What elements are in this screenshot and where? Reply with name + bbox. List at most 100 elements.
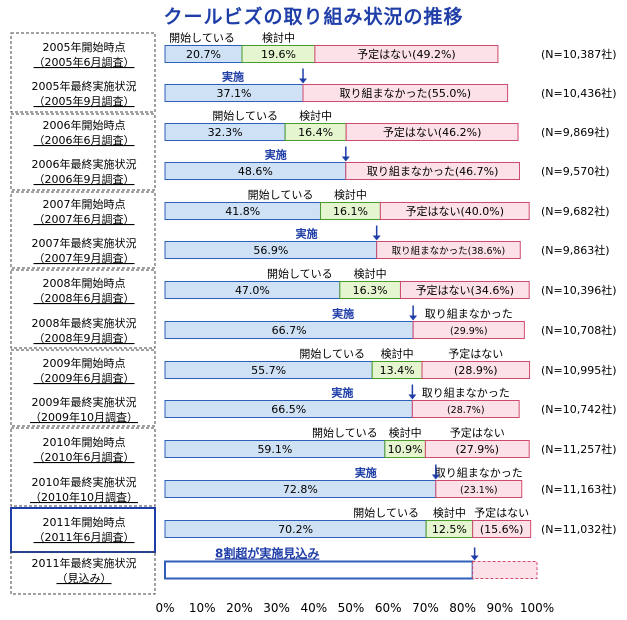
bar-value-not-done-11: (23.1%) xyxy=(460,485,498,496)
bar-value-started-2: 32.3% xyxy=(208,126,243,139)
sample-size-4: (N=9,682社) xyxy=(541,204,610,218)
row-label-8: 2009年開始時点 xyxy=(43,356,126,370)
bar-value-considering-8: 13.4% xyxy=(380,364,415,377)
bar-value-implemented-7: 66.7% xyxy=(272,324,307,337)
chart-title: クールビズの取り組み状況の推移 xyxy=(163,6,464,28)
bar-value-started-12: 70.2% xyxy=(278,523,313,536)
bar-value-implemented-3: 48.6% xyxy=(238,165,273,178)
bar-seg-not-done-11 xyxy=(435,480,523,498)
sample-size-7: (N=10,708社) xyxy=(541,323,617,337)
bar-seg-implemented-13 xyxy=(164,560,474,580)
header-started-0: 開始している xyxy=(169,31,235,45)
year-group-box-2009 xyxy=(10,349,156,427)
row-sublabel-0: （2005年6月調査） xyxy=(34,55,135,69)
bar-value-none-10: (27.9%) xyxy=(456,443,500,456)
row-sublabel-12: （2011年6月調査） xyxy=(34,530,135,544)
sample-size-12: (N=11,032社) xyxy=(541,522,617,536)
x-tick-9: 90% xyxy=(486,601,513,615)
bar-value-not-done-1: 取り組まなかった(55.0%) xyxy=(340,87,472,100)
forecast-annotation: 8割超が実施見込み xyxy=(215,546,319,561)
bar-value-implemented-1: 37.1% xyxy=(217,87,252,100)
header-considering-4: 検討中 xyxy=(334,188,367,202)
bar-seg-none-2 xyxy=(345,123,519,141)
bar-value-implemented-11: 72.8% xyxy=(283,483,318,496)
row-sublabel-4: （2007年6月調査） xyxy=(34,212,135,226)
year-group-box-2005 xyxy=(10,32,156,113)
bar-value-started-4: 41.8% xyxy=(225,205,260,218)
header-not-done-11: 取り組まなかった xyxy=(435,467,523,480)
bar-value-considering-2: 16.4% xyxy=(298,126,333,139)
implemented-arrow-head-1 xyxy=(299,78,308,84)
header-considering-10: 検討中 xyxy=(389,426,422,440)
bar-seg-not-done-3 xyxy=(345,162,521,180)
bar-seg-none-4 xyxy=(379,202,530,220)
x-tick-0: 0% xyxy=(155,601,174,615)
year-group-box-2008 xyxy=(10,269,156,349)
header-implemented-7: 実施 xyxy=(332,307,354,321)
row-label-10: 2010年開始時点 xyxy=(43,435,126,449)
bar-value-considering-0: 19.6% xyxy=(261,48,296,61)
bar-seg-none-12 xyxy=(472,520,532,538)
header-started-8: 開始している xyxy=(299,347,365,361)
bar-value-none-2: 予定はない(46.2%) xyxy=(383,125,482,139)
bar-seg-remaining-13 xyxy=(472,561,538,579)
x-tick-4: 40% xyxy=(300,601,327,615)
implemented-arrow-head-7 xyxy=(409,315,418,321)
row-sublabel-2: （2006年6月調査） xyxy=(34,133,135,147)
bar-value-not-done-3: 取り組まなかった(46.7%) xyxy=(367,165,499,178)
header-not-done-9: 取り組まなかった xyxy=(422,387,510,400)
row-label-6: 2008年開始時点 xyxy=(43,276,126,290)
header-none-8: 予定はない xyxy=(448,347,503,361)
row-label-9: 2009年最終実施状況 xyxy=(32,395,137,409)
implemented-arrow-head-3 xyxy=(341,156,350,162)
sample-size-8: (N=10,995社) xyxy=(541,363,617,377)
year-group-box-2011 xyxy=(10,507,156,553)
bar-value-none-8: (28.9%) xyxy=(454,364,498,377)
bar-value-considering-10: 10.9% xyxy=(388,443,423,456)
sample-size-5: (N=9,863社) xyxy=(541,243,610,257)
header-started-4: 開始している xyxy=(248,188,314,202)
header-started-6: 開始している xyxy=(267,267,333,281)
bar-value-considering-4: 16.1% xyxy=(333,205,368,218)
bar-value-implemented-9: 66.5% xyxy=(271,403,306,416)
year-group-box-2011-forecast xyxy=(10,551,156,595)
x-tick-5: 50% xyxy=(338,601,365,615)
row-label-4: 2007年開始時点 xyxy=(43,197,126,211)
row-label-7: 2008年最終実施状況 xyxy=(32,316,137,330)
row-label-2: 2006年開始時点 xyxy=(43,118,126,132)
row-sublabel-9: （2009年10月調査） xyxy=(30,410,138,424)
bar-seg-none-0 xyxy=(314,45,499,63)
bar-value-none-4: 予定はない(40.0%) xyxy=(406,204,505,218)
header-implemented-11: 実施 xyxy=(355,466,377,480)
header-considering-12: 検討中 xyxy=(433,506,466,520)
bar-seg-none-10 xyxy=(424,440,530,458)
bar-value-started-10: 59.1% xyxy=(257,443,292,456)
x-tick-8: 80% xyxy=(449,601,476,615)
bar-value-not-done-7: (29.9%) xyxy=(450,326,488,337)
row-sublabel-11: （2010年10月調査） xyxy=(30,490,138,504)
sample-size-10: (N=11,257社) xyxy=(541,442,617,456)
bar-seg-none-6 xyxy=(399,281,530,299)
header-implemented-3: 実施 xyxy=(265,148,287,162)
sample-size-3: (N=9,570社) xyxy=(541,164,610,178)
bar-value-considering-12: 12.5% xyxy=(432,523,467,536)
bar-value-none-0: 予定はない(49.2%) xyxy=(357,47,456,61)
bar-seg-not-done-9 xyxy=(411,400,520,418)
row-sublabel-5: （2007年9月調査） xyxy=(34,251,135,265)
row-sublabel-1: （2005年9月調査） xyxy=(34,94,135,108)
header-started-2: 開始している xyxy=(212,109,278,123)
header-none-12: 予定はない xyxy=(474,506,529,520)
bar-value-none-6: 予定はない(34.6%) xyxy=(416,283,515,297)
bar-seg-not-done-1 xyxy=(302,84,509,102)
sample-size-6: (N=10,396社) xyxy=(541,283,617,297)
x-tick-10: 100% xyxy=(520,601,554,615)
year-group-box-2010 xyxy=(10,427,156,507)
row-label-3: 2006年最終実施状況 xyxy=(32,157,137,171)
row-sublabel-8: （2009年6月調査） xyxy=(34,371,135,385)
row-sublabel-10: （2010年6月調査） xyxy=(34,450,135,464)
x-tick-1: 10% xyxy=(189,601,216,615)
header-implemented-9: 実施 xyxy=(331,386,353,400)
bar-value-considering-6: 16.3% xyxy=(353,284,388,297)
x-tick-3: 30% xyxy=(263,601,290,615)
